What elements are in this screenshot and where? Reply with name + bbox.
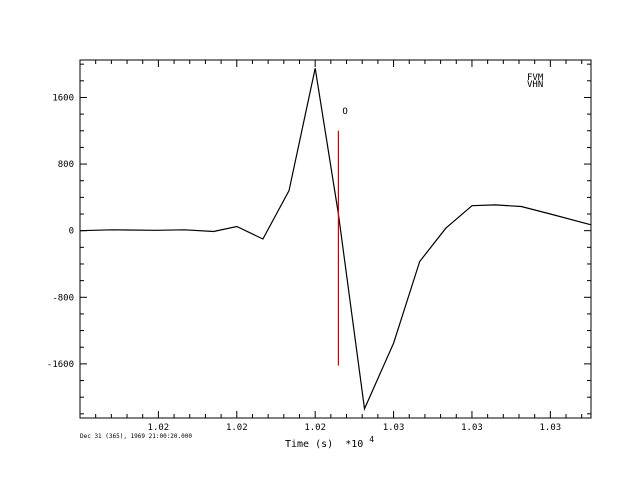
x-axis-title: Time (s) *10 4 — [285, 435, 374, 450]
y-tick-label: 0 — [69, 227, 74, 237]
legend-entry-2: VHN — [527, 80, 543, 90]
y-tick-label: -1600 — [47, 360, 74, 370]
x-axis-multiplier: *10 — [345, 439, 363, 450]
footer-timestamp: Dec 31 (365), 1969 21:00:20.000 — [80, 433, 192, 440]
x-tick-label: 1.02 — [226, 423, 248, 433]
x-axis-label: Time (s) — [285, 439, 333, 450]
x-tick-label: 1.03 — [383, 423, 405, 433]
plot-frame — [79, 59, 592, 419]
x-tick-label: 1.02 — [304, 423, 326, 433]
legend-entry-1: FVM — [527, 73, 544, 83]
x-tick-label: 1.02 — [148, 423, 170, 433]
y-tick-label: 1600 — [52, 93, 74, 103]
axis-ticks — [79, 60, 591, 418]
x-tick-label: 1.03 — [461, 423, 483, 433]
x-tick-labels: 1.02 1.02 1.02 1.03 1.03 1.03 — [148, 423, 562, 433]
y-tick-label: -800 — [52, 293, 74, 303]
waveform-trace — [79, 68, 592, 411]
x-tick-label: 1.03 — [540, 423, 562, 433]
y-tick-labels: 1600 800 0 -800 -1600 — [47, 93, 74, 369]
phase-pick-label: O — [342, 107, 347, 117]
y-tick-label: 800 — [58, 160, 74, 170]
x-axis-exponent: 4 — [369, 435, 374, 444]
